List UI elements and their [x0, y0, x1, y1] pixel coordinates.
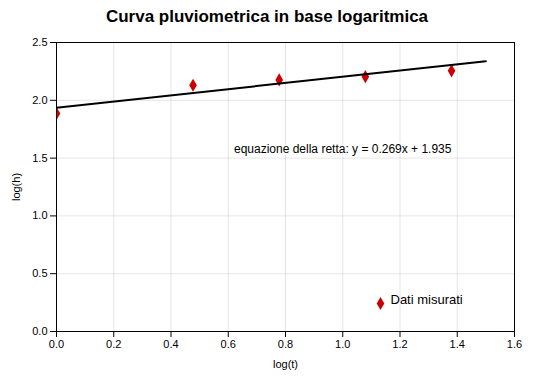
svg-text:equazione della retta: y = 0.2: equazione della retta: y = 0.269x + 1.93…	[234, 142, 452, 156]
svg-text:log(t): log(t)	[273, 358, 298, 370]
html-text:Curva pluviometrica in base lo: Curva pluviometrica in base logaritmica	[105, 7, 429, 26]
svg-text:0.5: 0.5	[32, 267, 47, 279]
svg-text:0.4: 0.4	[163, 338, 178, 350]
svg-text:1.6: 1.6	[507, 338, 522, 350]
svg-text:2.0: 2.0	[32, 94, 47, 106]
svg-text:0.0: 0.0	[32, 325, 47, 337]
svg-text:1.4: 1.4	[450, 338, 465, 350]
svg-text:2.5: 2.5	[32, 36, 47, 48]
svg-text:0.8: 0.8	[278, 338, 293, 350]
svg-text:0.2: 0.2	[106, 338, 121, 350]
svg-text:0.0: 0.0	[49, 338, 64, 350]
svg-text:Dati misurati: Dati misurati	[391, 292, 463, 307]
svg-text:log(h): log(h)	[10, 173, 22, 201]
svg-text:1.0: 1.0	[335, 338, 350, 350]
svg-text:1.0: 1.0	[32, 209, 47, 221]
svg-text:1.5: 1.5	[32, 152, 47, 164]
svg-text:0.6: 0.6	[221, 338, 236, 350]
svg-text:1.2: 1.2	[392, 338, 407, 350]
